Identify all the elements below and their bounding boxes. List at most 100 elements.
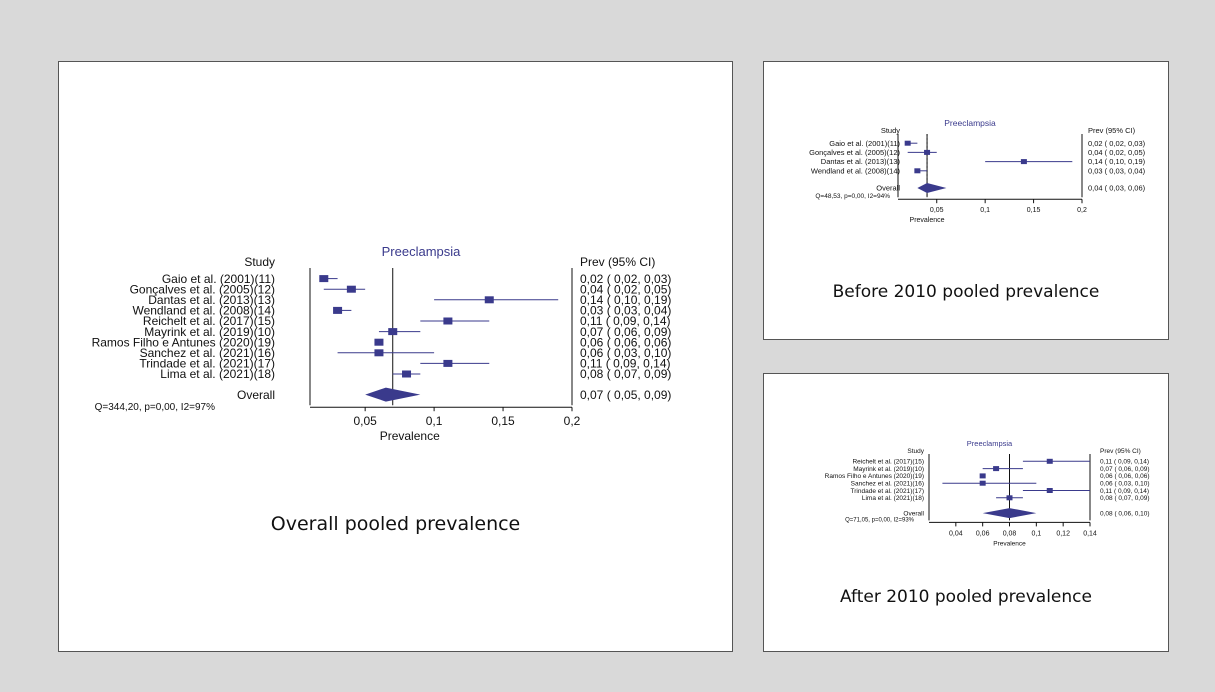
heterogeneity-text: Q=48,53, p=0,00, I2=94% <box>815 193 890 200</box>
overall-ci-text: 0,08 ( 0,06, 0,10) <box>1100 510 1150 517</box>
study-label: Mayrink et al. (2019)(10) <box>853 466 924 473</box>
x-tick-label: 0,12 <box>1056 530 1070 537</box>
study-ci-text: 0,06 ( 0,03, 0,10) <box>580 346 671 360</box>
study-column-header: Study <box>907 448 924 455</box>
study-ci-text: 0,04 ( 0,02, 0,05) <box>580 282 671 296</box>
x-tick-label: 0,1 <box>980 207 990 214</box>
heterogeneity-text: Q=344,20, p=0,00, I2=97% <box>95 402 215 413</box>
estimate-column-header: Prev (95% CI) <box>1088 126 1136 135</box>
overall-diamond <box>917 183 947 193</box>
study-estimate-marker <box>1020 159 1027 165</box>
estimate-column-header: Prev (95% CI) <box>1100 448 1141 455</box>
x-tick-label: 0,2 <box>1077 207 1087 214</box>
study-label: Trindade et al. (2021)(17) <box>139 357 275 371</box>
overall-diamond <box>365 387 421 402</box>
study-estimate-marker <box>443 317 453 325</box>
study-estimate-marker <box>346 285 356 293</box>
study-ci-text: 0,06 ( 0,06, 0,06) <box>580 335 671 349</box>
overall-label: Overall <box>876 184 900 193</box>
study-estimate-marker <box>993 466 1000 472</box>
study-column-header: Study <box>244 255 275 269</box>
x-tick-label: 0,05 <box>353 414 377 428</box>
estimate-column-header: Prev (95% CI) <box>580 255 655 269</box>
study-label: Lima et al. (2021)(18) <box>862 495 924 502</box>
study-ci-text: 0,04 ( 0,02, 0,05) <box>1088 148 1146 157</box>
study-ci-text: 0,06 ( 0,06, 0,06) <box>1100 473 1150 480</box>
study-estimate-marker <box>388 328 398 336</box>
study-estimate-marker <box>904 140 911 146</box>
study-ci-text: 0,11 ( 0,09, 0,14) <box>1100 488 1149 495</box>
study-ci-text: 0,11 ( 0,09, 0,14) <box>580 314 671 328</box>
study-label: Wendland et al. (2008)(14) <box>132 304 275 318</box>
study-label: Trindade et al. (2021)(17) <box>851 488 924 495</box>
x-tick-label: 0,1 <box>1031 530 1041 537</box>
heterogeneity-text: Q=71,05, p=0,00, I2=93% <box>845 518 915 524</box>
x-tick-label: 0,15 <box>1027 207 1041 214</box>
study-estimate-marker <box>1046 488 1053 493</box>
x-tick-label: 0,15 <box>491 414 515 428</box>
study-ci-text: 0,06 ( 0,03, 0,10) <box>1100 480 1150 487</box>
caption-overall: Overall pooled prevalence <box>270 513 521 535</box>
study-estimate-marker <box>319 275 329 283</box>
study-ci-text: 0,11 ( 0,09, 0,14) <box>1100 459 1149 466</box>
study-estimate-marker <box>402 370 412 378</box>
x-tick-label: 0,14 <box>1083 530 1097 537</box>
study-label: Reichelt et al. (2017)(15) <box>852 459 924 466</box>
forest-plot-before-2010: Preeclampsia Study Prev (95% CI) Gaio et al… <box>809 118 1146 224</box>
study-label: Dantas et al. (2013)(13) <box>821 157 901 166</box>
study-label: Gonçalves et al. (2005)(12) <box>130 282 275 296</box>
study-label: Wendland et al. (2008)(14) <box>811 166 901 175</box>
study-label: Gaio et al. (2001)(11) <box>162 272 275 286</box>
study-label: Dantas et al. (2013)(13) <box>148 293 275 307</box>
study-estimate-marker <box>443 359 453 367</box>
study-estimate-marker <box>374 338 384 346</box>
study-estimate-marker <box>1006 495 1013 501</box>
study-label: Ramos Filho e Antunes (2020)(19) <box>92 335 275 349</box>
study-estimate-marker <box>979 473 986 479</box>
x-axis-label: Prevalence <box>380 429 440 443</box>
x-axis-label: Prevalence <box>993 540 1026 547</box>
caption-after-2010: After 2010 pooled prevalence <box>840 587 1092 607</box>
overall-ci-text: 0,04 ( 0,03, 0,06) <box>1088 184 1146 193</box>
chart-title: Preeclampsia <box>967 439 1013 448</box>
chart-title: Preeclampsia <box>944 118 996 128</box>
study-label: Lima et al. (2021)(18) <box>160 367 275 381</box>
x-tick-label: 0,04 <box>949 530 963 537</box>
x-axis-label: Prevalence <box>910 217 945 224</box>
forest-plot-after-2010: Preeclampsia Study Prev (95% CI) Reichelt e… <box>825 439 1150 547</box>
study-label: Ramos Filho e Antunes (2020)(19) <box>825 473 924 480</box>
forest-panel-after-2010: Preeclampsia Study Prev (95% CI) Reichelt e… <box>763 373 1169 652</box>
study-label: Gaio et al. (2001)(11) <box>829 139 900 148</box>
study-estimate-marker <box>484 296 494 304</box>
study-ci-text: 0,03 ( 0,03, 0,04) <box>1088 166 1146 175</box>
study-ci-text: 0,03 ( 0,03, 0,04) <box>580 304 671 318</box>
x-tick-label: 0,05 <box>930 207 944 214</box>
forest-panel-overall: Preeclampsia Study Prev (95% CI) Gaio et al… <box>58 61 733 652</box>
study-ci-text: 0,08 ( 0,07, 0,09) <box>1100 495 1150 502</box>
study-ci-text: 0,02 ( 0,02, 0,03) <box>580 272 671 286</box>
study-column-header: Study <box>881 126 900 135</box>
study-estimate-marker <box>914 168 921 174</box>
overall-label: Overall <box>237 388 275 402</box>
study-estimate-marker <box>333 306 343 314</box>
study-ci-text: 0,07 ( 0,06, 0,09) <box>580 325 671 339</box>
study-label: Mayrink et al. (2019)(10) <box>144 325 275 339</box>
study-estimate-marker <box>374 349 384 357</box>
forest-plot-overall: Preeclampsia Study Prev (95% CI) Gaio et al… <box>92 244 672 443</box>
study-ci-text: 0,14 ( 0,10, 0,19) <box>1088 157 1146 166</box>
study-ci-text: 0,11 ( 0,09, 0,14) <box>580 357 671 371</box>
chart-title: Preeclampsia <box>382 244 462 259</box>
x-tick-label: 0,06 <box>976 530 990 537</box>
study-label: Gonçalves et al. (2005)(12) <box>809 148 900 157</box>
overall-ci-text: 0,07 ( 0,05, 0,09) <box>580 388 671 402</box>
study-ci-text: 0,02 ( 0,02, 0,03) <box>1088 139 1146 148</box>
study-ci-text: 0,08 ( 0,07, 0,09) <box>580 367 671 381</box>
study-estimate-marker <box>924 149 931 155</box>
study-estimate-marker <box>1046 458 1053 464</box>
study-ci-text: 0,07 ( 0,06, 0,09) <box>1100 466 1150 473</box>
x-tick-label: 0,1 <box>426 414 443 428</box>
study-label: Sanchez et al. (2021)(16) <box>140 346 275 360</box>
caption-before-2010: Before 2010 pooled prevalence <box>832 282 1100 302</box>
study-estimate-marker <box>979 480 986 486</box>
overall-label: Overall <box>903 510 924 517</box>
